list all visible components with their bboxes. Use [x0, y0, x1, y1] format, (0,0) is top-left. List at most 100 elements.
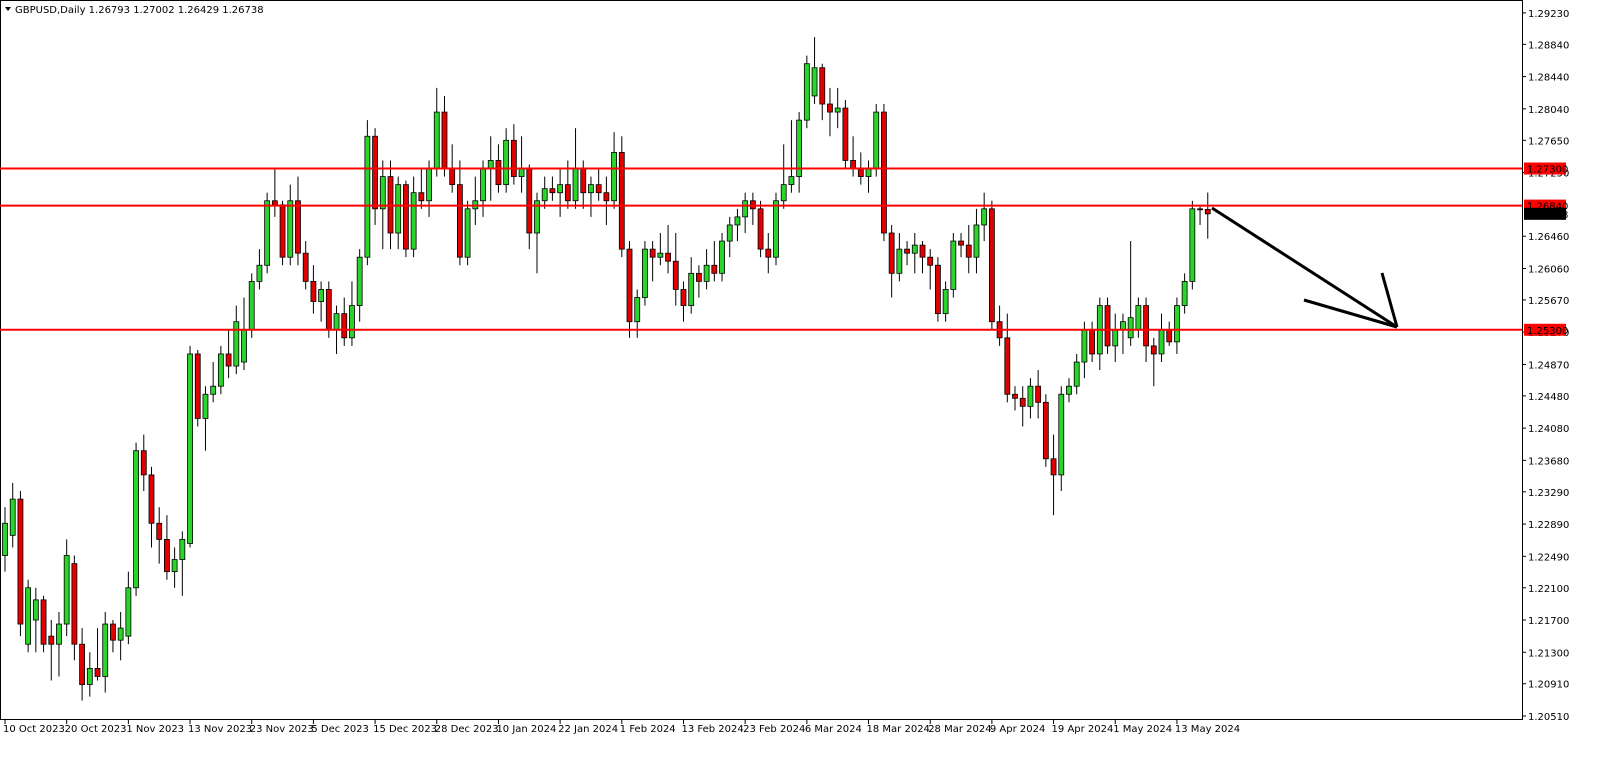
bull-body	[217, 353, 224, 387]
bull-body	[1073, 361, 1080, 387]
bear-body	[279, 204, 286, 258]
bull-body	[572, 168, 579, 202]
arrow-head	[1303, 298, 1398, 329]
bull-body	[179, 538, 186, 560]
bear-body	[140, 450, 147, 476]
level-label: 1.25300	[1527, 326, 1568, 337]
bull-body	[410, 192, 417, 250]
bear-body	[603, 192, 610, 202]
bear-body	[819, 67, 826, 105]
bear-body	[110, 623, 116, 641]
bull-body	[688, 272, 695, 306]
x-tick-label: 10 Jan 2024	[496, 724, 556, 735]
plot-frame	[0, 0, 1523, 720]
bear-body	[17, 498, 24, 625]
x-tick-label: 1 Feb 2024	[620, 724, 676, 735]
x-tick-label: 1 Nov 2023	[126, 724, 184, 735]
bull-body	[865, 168, 872, 177]
bear-body	[79, 643, 85, 685]
bear-body	[1004, 337, 1011, 395]
bull-body	[256, 264, 263, 282]
level-label: 1.27300	[1527, 165, 1568, 176]
bull-body	[32, 599, 39, 621]
bear-body	[495, 160, 502, 186]
bull-body	[1120, 321, 1126, 331]
bear-body	[881, 111, 887, 234]
y-tick-label: 1.28440	[1528, 73, 1569, 84]
bull-body	[210, 385, 217, 395]
y-tick-label: 1.28840	[1528, 40, 1569, 51]
y-tick-label: 1.25670	[1528, 296, 1569, 307]
bear-body	[148, 474, 155, 524]
y-tick-label: 1.20910	[1528, 680, 1569, 691]
bear-body	[441, 111, 448, 169]
bull-body	[187, 353, 193, 544]
bull-body	[803, 63, 810, 121]
x-tick-label: 28 Dec 2023	[435, 724, 499, 735]
level-label: 1.26840	[1527, 202, 1568, 213]
bull-body	[356, 256, 363, 306]
x-tick-label: 5 Dec 2023	[311, 724, 369, 735]
bull-body	[834, 107, 841, 113]
bear-body	[341, 313, 348, 339]
bull-body	[86, 667, 93, 685]
y-tick-label: 1.21700	[1528, 616, 1569, 627]
bull-body	[233, 321, 240, 367]
bull-body	[780, 184, 787, 202]
bear-body	[526, 168, 533, 234]
bull-body	[726, 224, 733, 242]
bear-body	[94, 667, 101, 677]
bull-body	[773, 200, 779, 258]
bull-body	[811, 67, 818, 97]
bull-body	[788, 176, 795, 186]
bear-body	[310, 280, 317, 302]
x-tick-label: 20 Oct 2023	[65, 724, 127, 735]
bear-body	[1104, 305, 1111, 347]
y-tick-label: 1.27650	[1528, 136, 1569, 147]
bear-body	[988, 208, 995, 323]
bull-body	[433, 111, 440, 169]
bull-body	[1066, 385, 1072, 395]
bull-body	[125, 587, 132, 637]
bull-body	[557, 184, 564, 194]
x-tick-label: 23 Nov 2023	[250, 724, 314, 735]
y-tick-label: 1.22490	[1528, 552, 1569, 563]
bull-body	[480, 168, 486, 202]
bear-body	[1042, 401, 1049, 460]
bull-body	[248, 280, 255, 331]
bull-body	[264, 200, 271, 266]
bull-body	[896, 248, 903, 274]
x-tick-label: 18 Mar 2024	[867, 724, 930, 735]
y-tick-label: 1.20510	[1528, 712, 1569, 723]
bull-body	[503, 139, 510, 186]
arrow	[1211, 206, 1399, 329]
bull-body	[102, 623, 109, 677]
bull-body	[117, 627, 124, 641]
bull-body	[534, 200, 540, 234]
title-icon	[5, 7, 11, 11]
y-tick-label: 1.26460	[1528, 232, 1569, 243]
y-tick-label: 1.23680	[1528, 456, 1569, 467]
bear-body	[1197, 208, 1203, 211]
bull-body	[63, 555, 70, 625]
level-label-box	[1524, 323, 1566, 336]
bear-body	[965, 244, 972, 258]
x-tick-label: 22 Jan 2024	[558, 724, 618, 735]
bear-body	[672, 260, 679, 290]
x-tick-label: 10 Oct 2023	[3, 724, 65, 735]
y-tick-label: 1.26060	[1528, 264, 1569, 275]
y-tick-label: 1.24870	[1528, 360, 1569, 371]
arrow-shaft	[1211, 206, 1398, 329]
bear-body	[827, 103, 833, 113]
bear-body	[1143, 305, 1149, 347]
bear-body	[935, 264, 941, 315]
bear-body	[850, 160, 856, 169]
y-tick-label: 1.23290	[1528, 488, 1569, 499]
bear-body	[1150, 345, 1157, 355]
bear-body	[711, 264, 718, 274]
bull-body	[333, 313, 340, 331]
bull-body	[202, 393, 209, 419]
bear-body	[295, 200, 301, 254]
bull-body	[487, 160, 494, 169]
